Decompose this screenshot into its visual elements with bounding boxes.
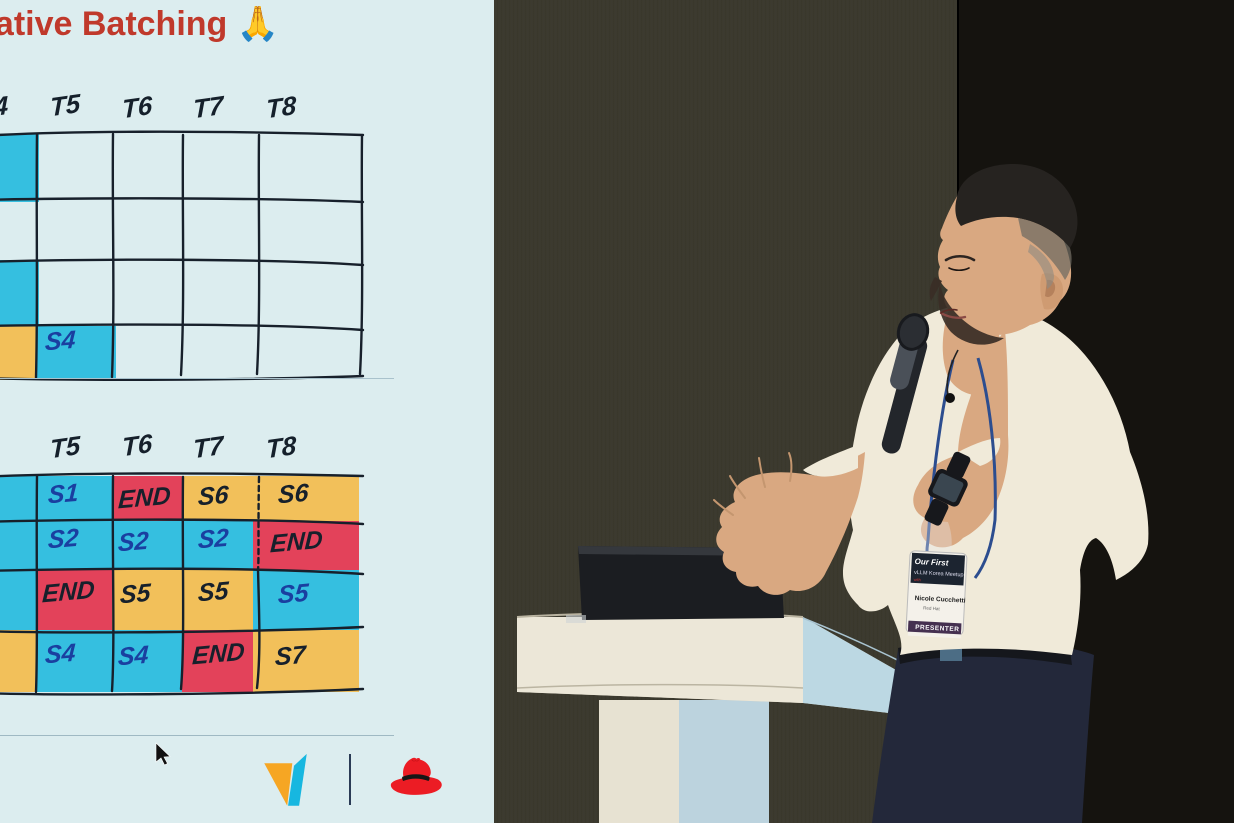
svg-text:with: with <box>914 577 921 582</box>
svg-text:Red Hat: Red Hat <box>923 605 940 611</box>
svg-text:Our First: Our First <box>914 557 949 568</box>
